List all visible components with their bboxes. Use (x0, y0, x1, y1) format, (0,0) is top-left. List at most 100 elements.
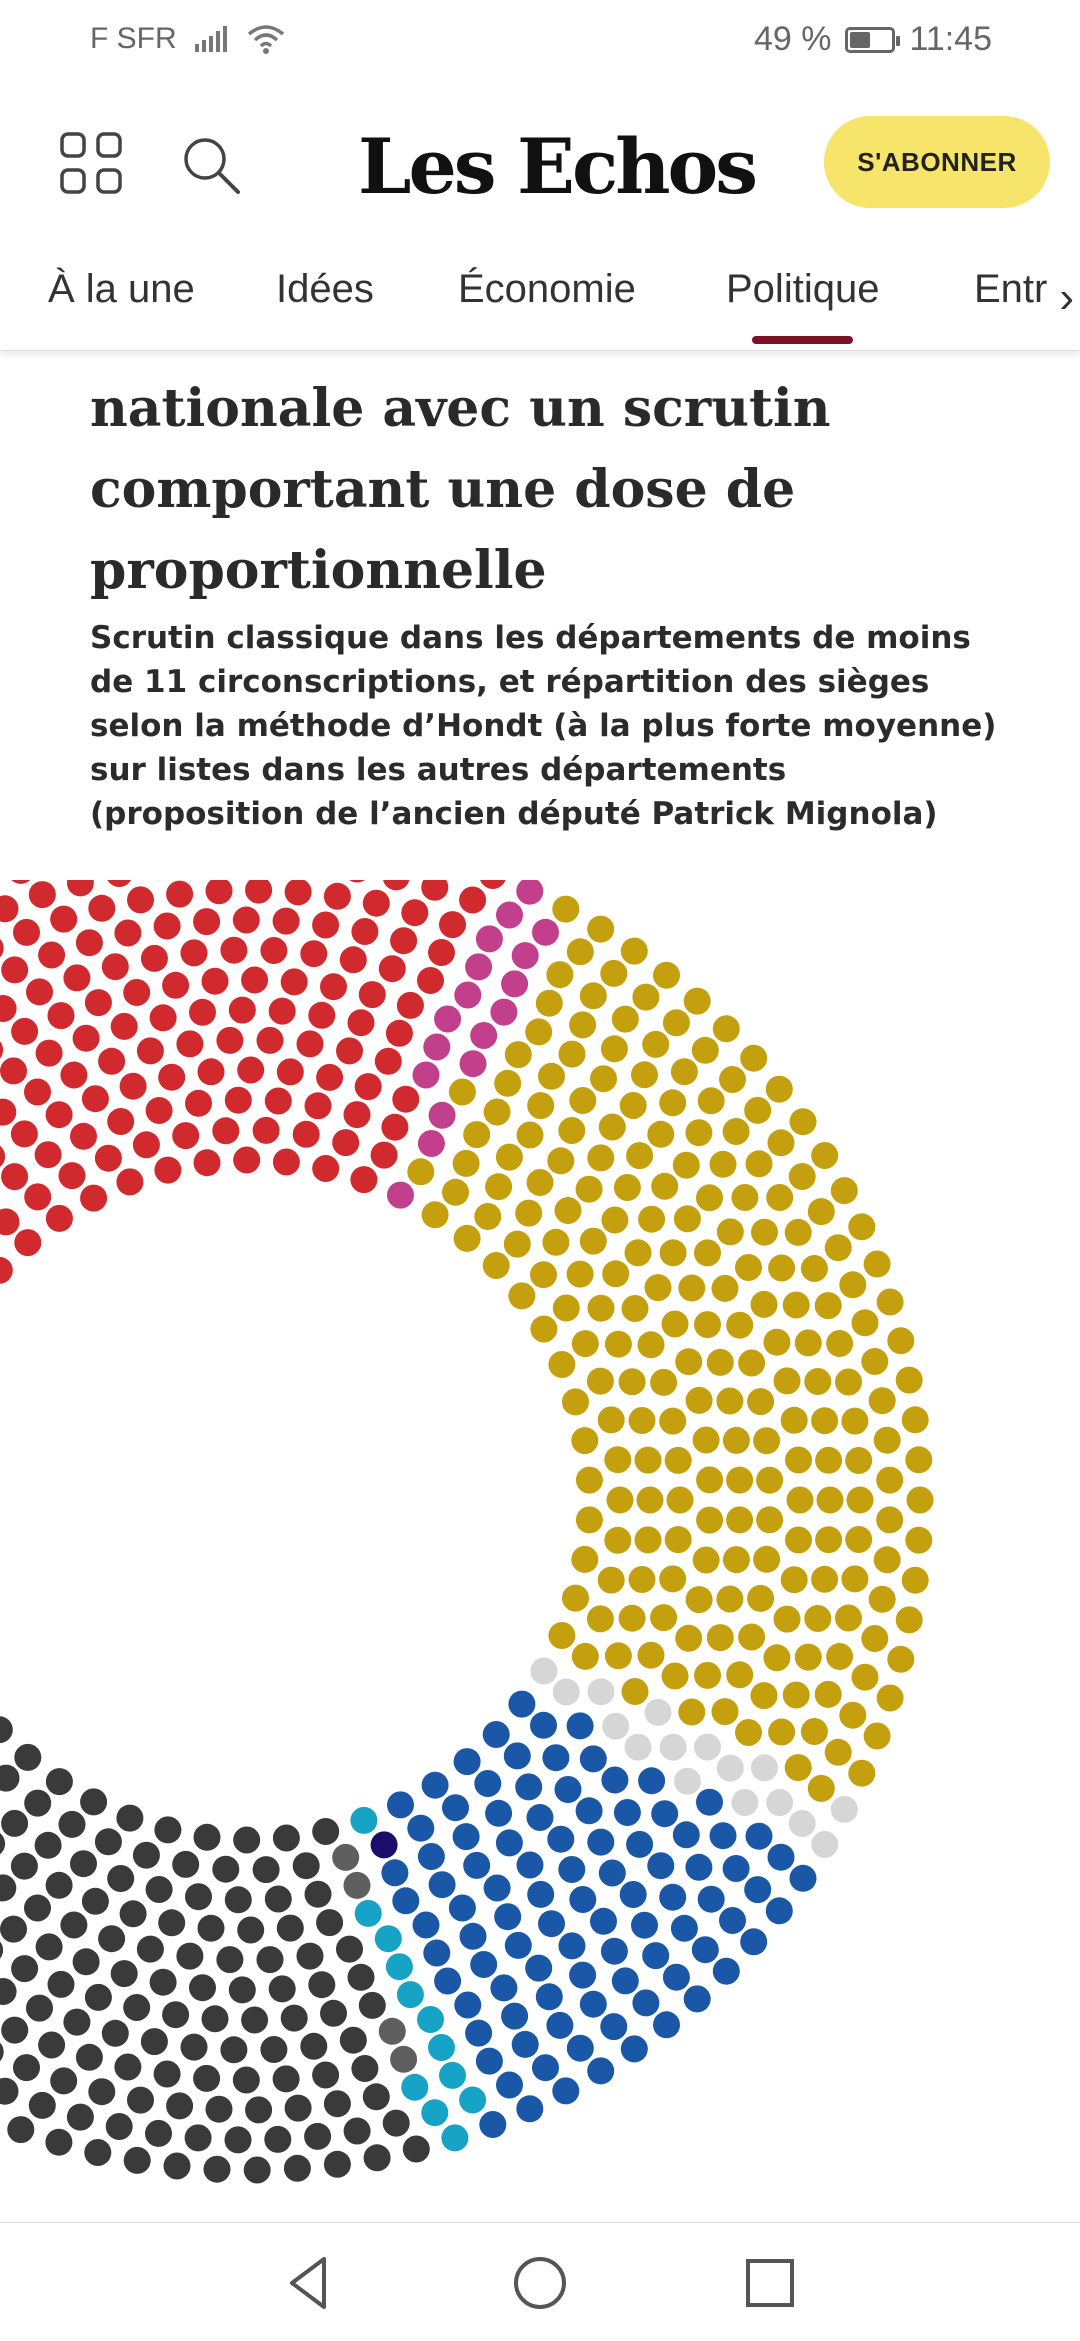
seat-group-7 (571, 1427, 598, 1454)
seat-group-1 (0, 1765, 20, 1792)
seat-group-1 (172, 1851, 199, 1878)
seat-group-1 (111, 1960, 138, 1987)
tab-idees[interactable]: Idées (276, 267, 374, 312)
clock: 11:45 (909, 20, 992, 59)
seat-group-7 (789, 1163, 816, 1190)
seat-group-9 (0, 1257, 13, 1284)
seat-group-7 (567, 1261, 594, 1288)
seat-group-1 (324, 2090, 351, 2117)
seat-group-7 (530, 1316, 557, 1343)
seat-group-5 (470, 1951, 497, 1978)
seat-group-1 (141, 2028, 168, 2055)
seat-group-7 (625, 1239, 652, 1266)
seat-group-1 (363, 2083, 390, 2110)
seat-group-2 (390, 2046, 417, 2073)
seat-group-7 (693, 1547, 720, 1574)
seat-group-1 (106, 2113, 133, 2140)
seat-group-7 (604, 1527, 631, 1554)
seat-group-7 (569, 1011, 596, 1038)
seat-group-9 (253, 1117, 280, 1144)
seat-group-7 (449, 1079, 476, 1106)
tab-a-la-une[interactable]: À la une (48, 267, 195, 312)
seat-group-5 (552, 2077, 579, 2104)
subscribe-button[interactable]: S'ABONNER (824, 116, 1050, 208)
seat-group-7 (712, 1698, 739, 1725)
seat-group-7 (580, 1228, 607, 1255)
back-icon[interactable] (280, 2253, 340, 2313)
seat-group-7 (638, 1206, 665, 1233)
seat-group-9 (1, 1163, 28, 1190)
seat-group-5 (580, 1745, 607, 1772)
seat-group-7 (751, 1682, 778, 1709)
recents-icon[interactable] (740, 2253, 800, 2313)
seat-group-7 (876, 1467, 903, 1494)
seat-group-9 (300, 940, 327, 967)
seat-group-7 (407, 1158, 434, 1185)
seat-group-6 (588, 1678, 615, 1705)
seat-group-5 (442, 1794, 469, 1821)
seat-group-7 (693, 1427, 720, 1454)
seat-group-1 (60, 1912, 87, 1939)
seat-group-1 (29, 2092, 56, 2119)
seat-group-7 (848, 1760, 875, 1787)
seat-group-7 (841, 1565, 868, 1592)
seat-group-6 (602, 1713, 629, 1740)
seat-group-6 (789, 1810, 816, 1837)
seat-group-1 (293, 1852, 320, 1879)
seat-group-8 (418, 1130, 445, 1157)
seat-group-1 (312, 1818, 339, 1845)
seat-group-7 (785, 1754, 812, 1781)
seat-group-5 (504, 1742, 531, 1769)
seat-group-7 (756, 1467, 783, 1494)
seat-group-9 (305, 1092, 332, 1119)
seat-group-7 (542, 1229, 569, 1256)
seat-group-9 (141, 945, 168, 972)
seat-group-9 (320, 973, 347, 1000)
seat-group-9 (185, 1090, 212, 1117)
les-echos-logo[interactable]: Les Echos (358, 122, 755, 211)
seat-group-7 (588, 1295, 615, 1322)
seat-group-9 (48, 1002, 75, 1029)
seat-group-5 (559, 1932, 586, 1959)
seat-group-7 (808, 1198, 835, 1225)
seat-group-5 (423, 1940, 450, 1967)
tab-economie[interactable]: Économie (458, 267, 636, 312)
tabs-scroll-right-icon[interactable]: › (1055, 273, 1074, 323)
seat-group-9 (193, 908, 220, 935)
seat-group-9 (316, 1064, 343, 1091)
seat-group-5 (642, 1942, 669, 1969)
seat-group-1 (198, 1915, 225, 1942)
seat-group-7 (614, 1174, 641, 1201)
grid-menu-icon[interactable] (60, 132, 122, 194)
seat-group-5 (538, 1910, 565, 1937)
seat-group-7 (601, 1035, 628, 1062)
seat-group-1 (162, 2001, 189, 2028)
seat-group-7 (896, 1367, 923, 1394)
seat-group-5 (601, 1938, 628, 1965)
search-icon[interactable] (180, 134, 242, 196)
seat-group-7 (719, 1066, 746, 1093)
seat-group-9 (293, 1121, 320, 1148)
seat-group-5 (580, 1991, 607, 2018)
seat-group-7 (536, 990, 563, 1017)
seat-group-9 (137, 1037, 164, 1064)
seat-group-7 (811, 1142, 838, 1169)
app-header: Les Echos S'ABONNER (0, 80, 1080, 255)
seat-group-9 (233, 907, 260, 934)
seat-group-5 (476, 2048, 503, 2075)
seat-group-9 (189, 999, 216, 1026)
home-icon[interactable] (510, 2253, 570, 2313)
seat-group-9 (70, 1123, 97, 1150)
tab-politique[interactable]: Politique (726, 267, 879, 312)
seat-group-5 (569, 1962, 596, 1989)
seat-group-1 (0, 2078, 19, 2105)
seat-group-1 (320, 2000, 347, 2027)
seat-group-9 (0, 1036, 3, 1063)
seat-group-7 (662, 1663, 689, 1690)
seat-group-7 (815, 1526, 842, 1553)
headline-line-2: comportant une dose de (90, 459, 795, 520)
seat-group-9 (332, 1129, 359, 1156)
seat-group-5 (490, 1974, 517, 2001)
tab-entreprises[interactable]: Entr (974, 267, 1047, 312)
seat-group-7 (659, 1565, 686, 1592)
